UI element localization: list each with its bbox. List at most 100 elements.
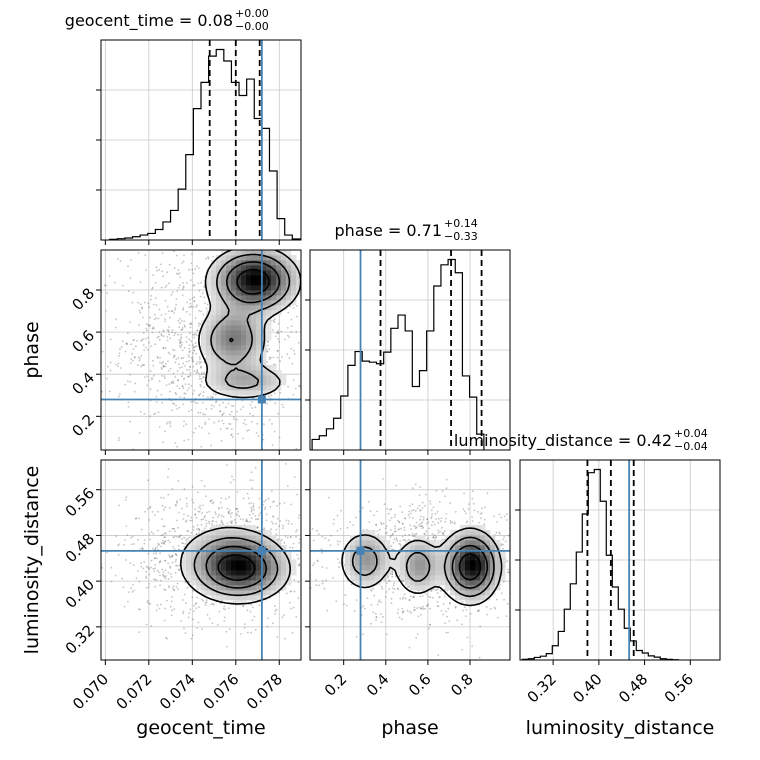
- sample-point: [188, 351, 191, 354]
- sample-point: [389, 508, 391, 511]
- density-cell: [221, 595, 227, 601]
- sample-point: [418, 504, 421, 507]
- sample-point: [439, 530, 441, 533]
- density-cell: [271, 385, 277, 391]
- density-cell: [231, 305, 237, 311]
- sample-point: [191, 519, 193, 522]
- sample-point: [392, 541, 395, 544]
- sample-point: [182, 425, 185, 427]
- density-cell: [226, 320, 232, 326]
- density-cell: [206, 345, 212, 351]
- density-cell: [221, 590, 227, 596]
- density-cell: [271, 300, 277, 306]
- sample-point: [336, 558, 339, 560]
- sample-point: [292, 379, 295, 381]
- sample-point: [146, 329, 148, 332]
- density-cell: [221, 310, 227, 316]
- sample-point: [171, 331, 174, 334]
- sample-point: [237, 432, 239, 435]
- sample-point: [148, 568, 151, 570]
- sample-point: [171, 555, 174, 558]
- sample-point: [196, 524, 199, 526]
- density-cell: [276, 565, 282, 571]
- sample-point: [137, 608, 140, 611]
- sample-point: [231, 475, 233, 478]
- sample-point: [172, 380, 174, 383]
- sample-point: [368, 521, 371, 523]
- sample-point: [306, 572, 308, 574]
- sample-point: [246, 429, 249, 432]
- density-cell: [385, 565, 391, 571]
- density-cell: [216, 365, 222, 371]
- density-cell: [470, 580, 476, 586]
- density-cell: [241, 565, 247, 571]
- density-cell: [226, 355, 232, 361]
- sample-point: [206, 613, 209, 616]
- sample-point: [505, 615, 508, 617]
- sample-point: [221, 419, 224, 422]
- sample-point: [378, 528, 381, 531]
- sample-point: [445, 513, 448, 515]
- sample-point: [122, 586, 125, 589]
- sample-point: [398, 616, 401, 619]
- sample-point: [205, 257, 208, 260]
- sample-point: [245, 518, 248, 521]
- density-cell: [410, 570, 416, 576]
- density-cell: [256, 560, 262, 566]
- sample-point: [182, 466, 184, 468]
- sample-point: [173, 535, 176, 538]
- sample-point: [421, 507, 424, 509]
- sample-point: [183, 513, 185, 516]
- density-cell: [460, 560, 466, 566]
- sample-point: [184, 392, 187, 395]
- sample-point: [138, 359, 141, 362]
- sample-point: [317, 496, 319, 498]
- sample-point: [465, 521, 468, 524]
- density-cell: [480, 595, 486, 601]
- sample-point: [167, 310, 170, 313]
- sample-point: [188, 356, 191, 358]
- sample-point: [272, 320, 275, 322]
- sample-point: [227, 510, 230, 513]
- density-cell: [206, 360, 212, 366]
- density-cell: [236, 350, 242, 356]
- density-cell: [231, 375, 237, 381]
- sample-point: [506, 513, 508, 515]
- density-cell: [281, 280, 287, 286]
- sample-point: [202, 376, 205, 378]
- sample-point: [164, 506, 166, 508]
- sample-point: [389, 529, 392, 531]
- density-cell: [206, 280, 212, 286]
- sample-point: [155, 557, 158, 560]
- sample-point: [255, 474, 257, 476]
- sample-point: [164, 362, 167, 365]
- sample-point: [271, 490, 273, 493]
- panel-title-geocent_time: geocent_time = 0.08 +0.00−0.00: [65, 7, 269, 33]
- sample-point: [179, 284, 181, 287]
- sample-point: [205, 519, 208, 522]
- sample-point: [178, 569, 180, 572]
- sample-point: [305, 601, 307, 603]
- density-cell: [206, 270, 212, 276]
- sample-point: [189, 322, 192, 325]
- sample-point: [517, 545, 519, 547]
- density-cell: [241, 255, 247, 261]
- density-cell: [266, 370, 272, 376]
- sample-point: [437, 529, 439, 532]
- density-cell: [191, 555, 197, 561]
- density-cell: [246, 570, 252, 576]
- sample-point: [161, 504, 164, 507]
- sample-point: [423, 607, 426, 610]
- sample-point: [316, 529, 318, 532]
- density-cell: [206, 315, 212, 321]
- sample-point: [153, 557, 156, 560]
- sample-point: [164, 607, 167, 610]
- sample-point: [163, 508, 165, 511]
- sample-point: [282, 406, 285, 409]
- density-cell: [236, 580, 242, 586]
- sample-point: [169, 390, 171, 393]
- sample-point: [183, 320, 186, 323]
- sample-point: [168, 326, 170, 328]
- density-cell: [256, 340, 262, 346]
- sample-point: [176, 290, 179, 292]
